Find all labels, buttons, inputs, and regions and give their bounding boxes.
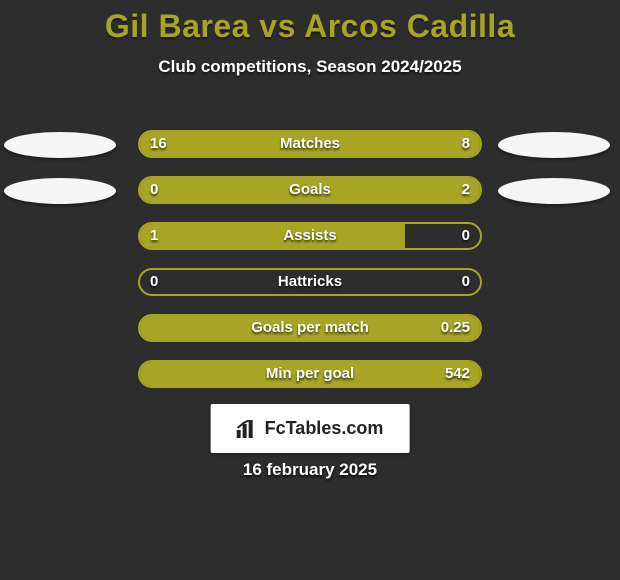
bar-track: 02Goals (138, 176, 482, 204)
bar-left-fill (140, 224, 405, 248)
metric-row: 168Matches (0, 120, 620, 166)
page-subtitle: Club competitions, Season 2024/2025 (0, 57, 620, 77)
date-text: 16 february 2025 (0, 460, 620, 480)
bar-track: 0 0Hattricks (138, 268, 482, 296)
bar-right-fill (140, 316, 480, 340)
bar-left-fill (140, 132, 367, 156)
bar-right-fill (140, 178, 480, 202)
metric-row: 0 0Hattricks (0, 258, 620, 304)
metric-row: 10Assists (0, 212, 620, 258)
bar-track: 0.25Goals per match (138, 314, 482, 342)
player-left-oval (4, 178, 116, 204)
value-left: 0 (150, 178, 158, 202)
chart-area: 168Matches02Goals10Assists00Hattricks0.2… (0, 120, 620, 396)
page-title: Gil Barea vs Arcos Cadilla (0, 8, 620, 45)
value-right: 2 (462, 178, 470, 202)
bar-track: 542Min per goal (138, 360, 482, 388)
value-right: 542 (445, 362, 470, 386)
metric-row: 02Goals (0, 166, 620, 212)
value-right: 0 (462, 270, 470, 294)
fctables-logo-box[interactable]: FcTables.com (211, 404, 410, 453)
value-right: 8 (462, 132, 470, 156)
bar-right-fill (140, 362, 480, 386)
player-right-oval (498, 132, 610, 158)
bars-icon (237, 420, 257, 438)
value-left: 0 (150, 270, 158, 294)
logo-text: FcTables.com (265, 418, 384, 439)
value-left: 16 (150, 132, 167, 156)
player-right-oval (498, 178, 610, 204)
metric-row: 0.25Goals per match (0, 304, 620, 350)
player-left-oval (4, 132, 116, 158)
bar-track: 168Matches (138, 130, 482, 158)
value-right: 0.25 (441, 316, 470, 340)
metric-row: 542Min per goal (0, 350, 620, 396)
metric-label: Hattricks (140, 270, 480, 294)
value-right: 0 (462, 224, 470, 248)
comparison-infographic: Gil Barea vs Arcos Cadilla Club competit… (0, 8, 620, 580)
bar-track: 10Assists (138, 222, 482, 250)
value-left: 1 (150, 224, 158, 248)
